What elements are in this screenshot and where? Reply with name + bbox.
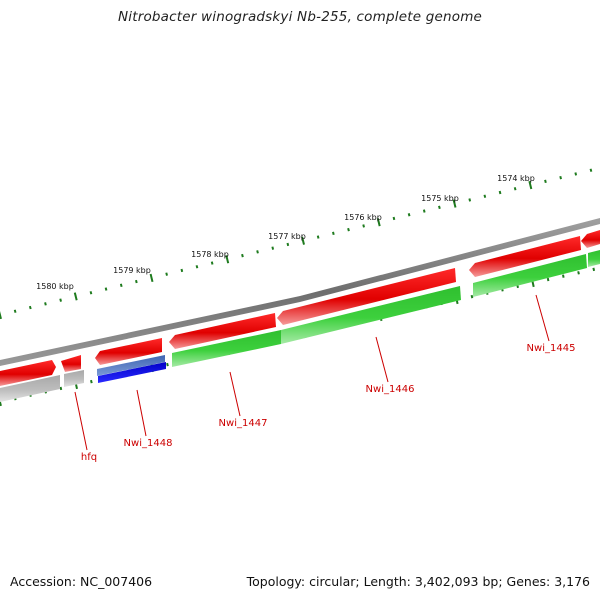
- outer-scale-minor-tick: [498, 190, 502, 195]
- outer-scale-major-tick: [149, 273, 154, 283]
- inner-scale-minor-tick: [577, 271, 580, 275]
- gene-label-hfq[interactable]: hfq: [81, 452, 97, 463]
- scale-label-1576: 1576 kbp: [344, 213, 382, 222]
- scale-label-1574: 1574 kbp: [497, 174, 535, 183]
- gene-rna-upper[interactable]: [97, 355, 165, 376]
- outer-scale-minor-tick: [271, 246, 275, 250]
- outer-scale-minor-tick: [513, 187, 517, 191]
- inner-scale-minor-tick: [59, 386, 63, 391]
- accession-text: Accession: NC_007406: [10, 574, 153, 589]
- outer-scale-minor-tick: [392, 216, 396, 221]
- outer-scale-minor-tick: [316, 235, 320, 239]
- outer-scale-minor-tick: [286, 242, 290, 247]
- outer-scale-minor-tick: [256, 250, 259, 254]
- outer-scale-minor-tick: [104, 287, 108, 291]
- inner-scale-minor-tick: [90, 379, 93, 384]
- scale-label-1580: 1580 kbp: [36, 282, 74, 291]
- map-title: Nitrobacter winogradskyi Nb-255, complet…: [117, 9, 483, 25]
- outer-scale-minor-tick: [119, 283, 123, 288]
- inner-scale-minor-tick: [562, 274, 565, 278]
- outer-scale-major-tick: [376, 218, 381, 227]
- outer-scale-minor-tick: [44, 302, 47, 306]
- gene-other-hfq[interactable]: [64, 370, 84, 387]
- outer-scale-minor-tick: [347, 227, 350, 232]
- scale-label-1577: 1577 kbp: [268, 232, 306, 241]
- gene-label-nwi-1448[interactable]: Nwi_1448: [124, 438, 173, 449]
- leader-nwi-1447: [229, 371, 241, 417]
- gene-reverse-nwi-1445[interactable]: [473, 254, 587, 297]
- gene-forward-partial-left[interactable]: [0, 360, 56, 386]
- inner-scale-minor-tick: [546, 277, 550, 282]
- outer-scale-minor-tick: [589, 168, 593, 172]
- leader-nwi-1446: [375, 336, 389, 383]
- outer-scale-minor-tick: [89, 291, 93, 295]
- gene-label-nwi-1445[interactable]: Nwi_1445: [527, 343, 576, 354]
- outer-scale-minor-tick: [407, 213, 411, 217]
- leader-nwi-1448: [136, 389, 147, 437]
- gene-reverse-partial-right[interactable]: [588, 250, 600, 267]
- gene-forward-nwi-1448-region[interactable]: [95, 338, 162, 365]
- outer-scale-minor-tick: [180, 268, 184, 273]
- gene-labels: hfq Nwi_1448 Nwi_1447 Nwi_1446 Nwi_1445: [81, 343, 576, 463]
- leader-nwi-1445: [535, 294, 550, 342]
- gene-label-nwi-1447[interactable]: Nwi_1447: [219, 418, 268, 429]
- outer-scale-minor-tick: [210, 261, 214, 265]
- genome-backbone: [0, 218, 600, 366]
- outer-scale-major-tick: [528, 180, 533, 190]
- outer-scale-major-tick: [452, 199, 457, 208]
- outer-scale-major-tick: [301, 236, 305, 245]
- outer-scale-minor-tick: [28, 305, 32, 310]
- inner-scale-minor-tick: [470, 294, 474, 299]
- outer-scale-major-tick: [0, 310, 2, 320]
- gene-forward-nwi-1446-region[interactable]: [277, 268, 456, 325]
- gene-forward-nwi-1445-region[interactable]: [469, 236, 581, 277]
- gene-reverse-nwi-1446[interactable]: [281, 286, 461, 344]
- outer-scale-minor-tick: [332, 231, 335, 236]
- gene-other-partial-left[interactable]: [0, 375, 60, 402]
- outer-scale-minor-tick: [13, 309, 17, 313]
- outer-scale-minor-tick: [59, 298, 62, 302]
- gene-reverse-nwi-1447[interactable]: [172, 330, 281, 367]
- outer-scale-minor-tick: [241, 253, 244, 258]
- inner-scale-minor-tick: [592, 267, 596, 272]
- outer-scale-minor-tick: [422, 209, 426, 213]
- gene-label-leaders: [74, 294, 550, 451]
- inner-scale-minor-tick: [166, 362, 169, 367]
- forward-strand-genes: [0, 230, 600, 386]
- leader-hfq: [74, 391, 88, 451]
- outer-scale-minor-tick: [135, 279, 138, 284]
- outer-scale-minor-tick: [544, 179, 547, 184]
- gene-forward-partial-right[interactable]: [581, 230, 600, 248]
- gene-forward-nwi-1447-region[interactable]: [169, 313, 276, 349]
- genome-summary-text: Topology: circular; Length: 3,402,093 bp…: [246, 574, 590, 589]
- scale-label-1578: 1578 kbp: [191, 250, 229, 259]
- inner-scale-major-tick: [0, 397, 2, 407]
- outer-scale-minor-tick: [362, 224, 365, 228]
- reverse-strand-genes: [0, 250, 600, 402]
- gene-rna-lower[interactable]: [98, 362, 166, 383]
- outer-scale-minor-tick: [483, 194, 487, 198]
- outer-scale-major-tick: [225, 255, 230, 264]
- gene-forward-hfq-adjacent[interactable]: [61, 355, 81, 372]
- scale-label-1579: 1579 kbp: [113, 266, 151, 275]
- outer-scale-minor-tick: [468, 198, 472, 202]
- outer-scale-minor-tick: [574, 172, 578, 176]
- gene-label-nwi-1446[interactable]: Nwi_1446: [366, 384, 415, 395]
- outer-scale-minor-tick: [195, 265, 199, 269]
- scale-labels: 1580 kbp 1579 kbp 1578 kbp 1577 kbp 1576…: [36, 174, 535, 291]
- outer-scale-minor-tick: [165, 272, 168, 276]
- scale-ticks-outer: [0, 168, 593, 320]
- scale-label-1575: 1575 kbp: [421, 194, 459, 203]
- outer-scale-minor-tick: [559, 175, 562, 180]
- outer-scale-minor-tick: [438, 205, 441, 210]
- outer-scale-major-tick: [73, 292, 78, 301]
